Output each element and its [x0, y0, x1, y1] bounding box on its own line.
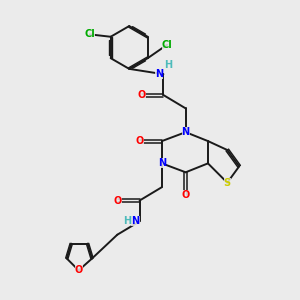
Text: H: H — [123, 216, 131, 226]
Text: O: O — [136, 136, 144, 146]
Text: S: S — [224, 178, 231, 188]
Text: N: N — [155, 69, 164, 79]
Text: O: O — [114, 196, 122, 206]
Text: N: N — [182, 127, 190, 137]
Text: N: N — [158, 158, 166, 168]
Text: Cl: Cl — [85, 29, 95, 39]
Text: O: O — [74, 266, 83, 275]
Text: N: N — [131, 216, 140, 226]
Text: O: O — [138, 90, 146, 100]
Text: Cl: Cl — [162, 40, 172, 50]
Text: O: O — [182, 190, 190, 200]
Text: H: H — [165, 60, 173, 70]
